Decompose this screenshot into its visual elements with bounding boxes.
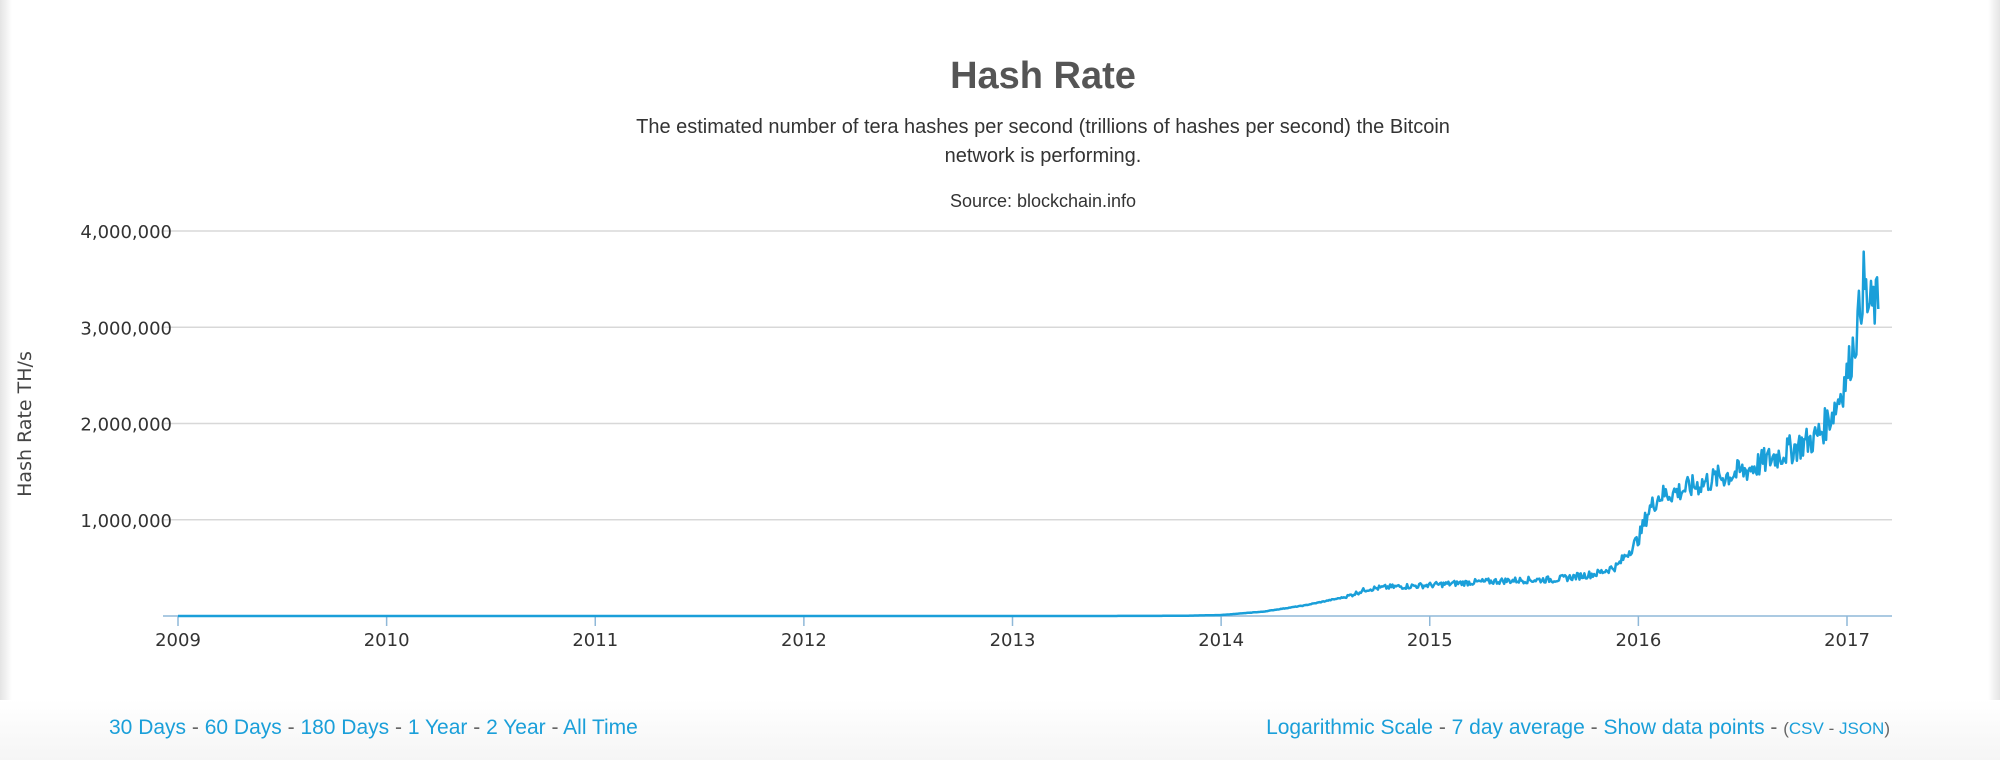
- x-tick-label: 2013: [990, 630, 1036, 651]
- logarithmic-scale-link[interactable]: Logarithmic Scale: [1266, 716, 1433, 739]
- y-tick-label: 4,000,000: [80, 222, 172, 243]
- seven-day-average-link[interactable]: 7 day average: [1451, 716, 1585, 739]
- x-tick-label: 2014: [1198, 630, 1244, 651]
- grid-lines: [163, 230, 1892, 521]
- separator: -: [186, 716, 205, 739]
- separator: -: [1584, 716, 1604, 739]
- x-axis: 2009 2010 2011 2012 2013 2014 2015 2016 2017: [155, 615, 1892, 651]
- y-tick-labels: 1,000,000 2,000,000 3,000,000 4,000,000: [80, 222, 172, 532]
- separator: -: [467, 716, 487, 739]
- range-30-days[interactable]: 30 Days: [109, 716, 187, 739]
- y-axis-label: Hash Rate TH/s: [14, 351, 36, 497]
- range-2-year[interactable]: 2 Year: [486, 716, 546, 739]
- range-1-year[interactable]: 1 Year: [407, 716, 468, 739]
- x-tick-label: 2017: [1824, 630, 1870, 651]
- series-layer: [177, 250, 1880, 618]
- paren-open: (: [1783, 719, 1789, 738]
- chart-title: Hash Rate: [950, 55, 1136, 97]
- range-60-days[interactable]: 60 Days: [204, 716, 282, 739]
- separator: -: [281, 716, 301, 739]
- range-all-time[interactable]: All Time: [563, 716, 638, 739]
- chart-subtitle-line-1: The estimated number of tera hashes per …: [636, 116, 1450, 138]
- y-tick-label: 2,000,000: [80, 415, 172, 436]
- x-tick-label: 2012: [781, 630, 827, 651]
- separator: -: [545, 716, 564, 739]
- right-edge-shade: [1988, 0, 2000, 760]
- x-tick-label: 2011: [572, 630, 618, 651]
- separator: -: [1764, 716, 1784, 739]
- footer-shade: [0, 700, 2000, 760]
- show-data-points-link[interactable]: Show data points: [1603, 716, 1765, 739]
- paren-close: ): [1884, 719, 1890, 738]
- x-tick-label: 2015: [1407, 630, 1453, 651]
- separator: -: [1823, 719, 1839, 738]
- separator: -: [1433, 716, 1452, 739]
- chart-subtitle-line-2: network is performing.: [945, 145, 1142, 167]
- csv-download-link[interactable]: CSV: [1788, 719, 1824, 738]
- y-tick-label: 3,000,000: [80, 318, 172, 339]
- hash-rate-series-line: [177, 250, 1880, 618]
- y-tick-label: 1,000,000: [80, 511, 172, 532]
- chart-options: Logarithmic Scale - 7 day average - Show…: [1266, 716, 1890, 740]
- chart-source: Source: blockchain.info: [950, 191, 1136, 211]
- time-range-controls: 30 Days - 60 Days - 180 Days - 1 Year - …: [109, 716, 638, 740]
- json-download-link[interactable]: JSON: [1838, 719, 1885, 738]
- x-tick-label: 2009: [155, 630, 201, 651]
- x-tick-label: 2016: [1615, 630, 1661, 651]
- x-tick-label: 2010: [364, 630, 410, 651]
- separator: -: [389, 716, 408, 739]
- left-edge-shade: [0, 0, 12, 760]
- range-180-days[interactable]: 180 Days: [300, 716, 390, 739]
